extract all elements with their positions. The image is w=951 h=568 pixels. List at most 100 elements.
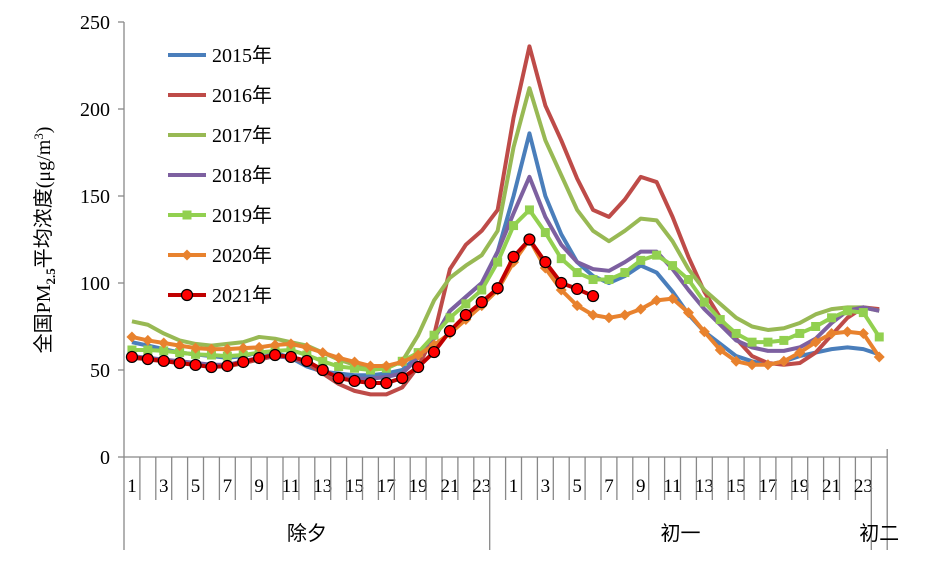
y-tick-label: 100 [80, 273, 110, 295]
legend-item: 2017年 [168, 124, 272, 147]
legend: 2015年 2016年 2017年 2018年 2019年 2020年 2021年 [168, 44, 272, 307]
diamond-marker [181, 249, 193, 261]
x-tick-label: 23 [472, 476, 491, 497]
x-tick-label: 21 [440, 476, 459, 497]
x-tick-label: 13 [313, 476, 332, 497]
square-marker [731, 328, 741, 338]
square-marker [636, 255, 646, 265]
circle-marker [284, 350, 298, 364]
diamond-marker [364, 360, 376, 372]
square-marker [699, 297, 709, 307]
square-marker [858, 308, 868, 318]
x-tick-label: 5 [572, 476, 582, 497]
circle-marker [157, 354, 170, 368]
legend-label: 2021年 [212, 284, 272, 307]
square-marker [143, 345, 153, 355]
circle-marker [180, 288, 194, 302]
x-group-label: 初一 [661, 522, 701, 545]
circle-marker [412, 360, 425, 374]
diamond-marker [682, 307, 694, 319]
diamond-marker [667, 293, 679, 305]
legend-label: 2016年 [212, 84, 272, 107]
x-tick-label: 1 [509, 476, 519, 497]
diamond-marker [603, 312, 615, 324]
circle-marker [507, 250, 520, 263]
square-marker [461, 299, 471, 309]
x-group-label: 初二 [859, 522, 899, 545]
square-marker [191, 349, 201, 359]
legend-label: 2018年 [212, 164, 272, 187]
diamond-marker [412, 349, 424, 361]
circle-marker [173, 356, 186, 370]
diamond-marker [746, 359, 758, 371]
square-marker [795, 328, 805, 338]
square-marker [763, 337, 773, 347]
diamond-marker [762, 359, 774, 371]
diamond-marker [349, 356, 361, 368]
legend-item: 2020年 [168, 244, 272, 267]
square-marker [540, 228, 550, 238]
square-marker [318, 356, 328, 366]
legend-label: 2015年 [212, 44, 272, 67]
circle-marker [539, 256, 552, 269]
x-tick-label: 5 [191, 476, 201, 497]
circle-marker [475, 296, 488, 309]
x-group-label: 除夕 [287, 522, 327, 545]
y-axis-label-sub: 2.5 [43, 268, 58, 285]
square-marker [334, 362, 344, 372]
diamond-marker [126, 331, 138, 343]
circle-marker [125, 350, 139, 364]
circle-marker [316, 363, 329, 377]
circle-marker [427, 345, 441, 359]
square-marker [206, 350, 216, 360]
circle-marker [443, 324, 457, 338]
diamond-marker [158, 337, 170, 349]
diamond-marker [285, 338, 297, 350]
square-marker [874, 332, 884, 342]
square-marker [350, 363, 360, 373]
diamond-marker [794, 347, 806, 359]
square-marker [477, 285, 487, 295]
legend-item: 2016年 [168, 84, 272, 107]
x-tick-label: 21 [822, 476, 841, 497]
x-tick-label: 19 [790, 476, 809, 497]
square-marker [604, 275, 614, 285]
diamond-marker [651, 294, 663, 306]
series-2017 [131, 86, 880, 371]
square-marker [842, 306, 852, 316]
diamond-marker [826, 327, 838, 339]
circle-marker [253, 351, 266, 365]
diamond-marker [873, 351, 885, 363]
legend-label: 2017年 [212, 124, 272, 147]
diamond-marker [205, 343, 217, 355]
y-axis-label: 全国PM2.5平均浓度(μg/m3) [31, 127, 58, 354]
legend-item: 2021年 [168, 284, 272, 307]
diamond-marker [253, 341, 265, 353]
diamond-marker [317, 347, 329, 359]
y-tick-label: 0 [100, 447, 110, 469]
x-tick-label: 15 [727, 476, 746, 497]
diamond-marker [841, 326, 853, 338]
x-tick-label: 3 [159, 476, 169, 497]
square-marker [159, 346, 169, 356]
square-marker [175, 348, 185, 358]
y-axis-label-suffix: ) [33, 127, 55, 134]
circle-marker [237, 355, 250, 369]
square-marker [620, 268, 630, 278]
diamond-marker [778, 355, 790, 367]
diamond-marker [810, 336, 822, 348]
diamond-marker [587, 309, 599, 321]
circle-marker [205, 360, 218, 374]
legend-label: 2020年 [212, 244, 272, 267]
x-tick-label: 17 [758, 476, 777, 497]
diamond-marker [237, 342, 249, 354]
x-tick-label: 19 [409, 476, 428, 497]
diamond-marker [396, 356, 408, 368]
square-marker [715, 315, 725, 325]
square-marker [556, 254, 566, 264]
series-layer [125, 44, 885, 397]
y-tick-label: 150 [80, 186, 110, 208]
square-marker [445, 313, 455, 323]
